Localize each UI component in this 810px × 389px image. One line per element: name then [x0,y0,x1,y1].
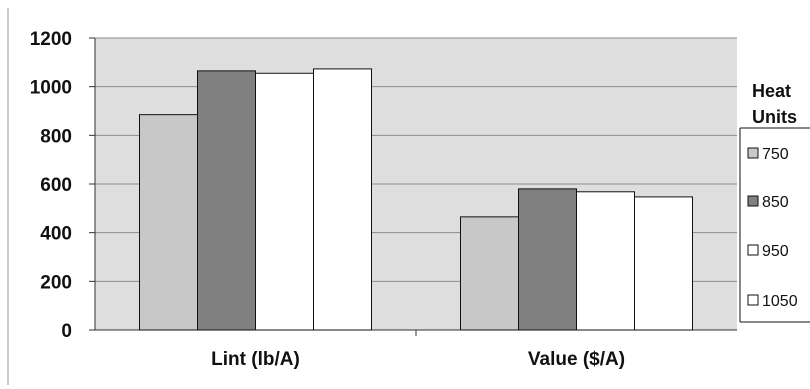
x-axis-categories: Lint (lb/A) Value ($/A) [211,330,625,370]
bar-950-1 [576,191,635,331]
y-tick-label: 0 [61,321,72,342]
legend-items: 750 850 950 1050 [747,146,798,310]
y-tick-label: 800 [40,126,72,147]
bar-1050-0 [313,68,372,331]
legend-swatch-850 [747,195,759,207]
legend-title-line2: Units [752,107,797,127]
bar-750-0 [139,114,198,331]
bar-950-0 [255,72,314,331]
bar-850-1 [518,188,577,331]
y-axis-ticks: 0 200 400 600 800 1000 1200 [30,29,95,342]
legend-swatch-750 [747,147,759,159]
bar-1050-1 [634,196,693,331]
legend: Heat Units 750 850 950 1050 [739,81,810,323]
legend-swatch-1050 [747,294,759,306]
legend-label-1050: 1050 [762,293,798,310]
legend-label-850: 850 [762,194,789,211]
y-tick-label: 1000 [30,78,72,99]
legend-label-950: 950 [762,243,789,260]
x-category-label: Lint (lb/A) [211,349,300,370]
bar-850-0 [197,70,256,331]
y-tick-label: 600 [40,175,72,196]
legend-swatch-950 [747,244,759,256]
y-tick-label: 1200 [30,29,72,50]
y-tick-label: 200 [40,272,72,293]
y-tick-label: 400 [40,224,72,245]
x-category-label: Value ($/A) [528,349,625,370]
legend-label-750: 750 [762,146,789,163]
legend-title-line1: Heat [752,81,791,101]
plot-area [94,37,737,331]
bar-750-1 [460,216,519,331]
